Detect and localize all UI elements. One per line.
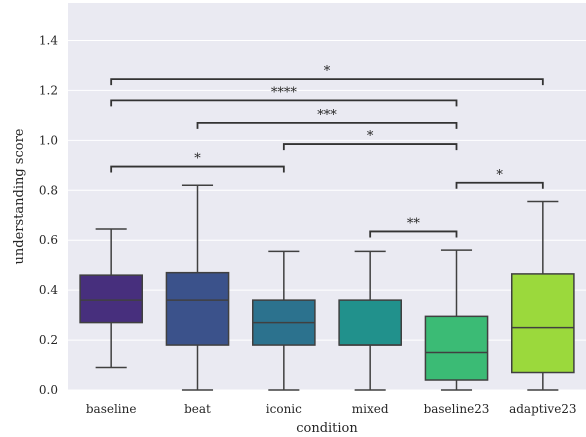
box-iqr <box>511 273 575 374</box>
x-tick-labels: baseline beat iconic mixed baseline23 adaptiv… <box>86 402 577 416</box>
significance-label: ** <box>407 216 421 231</box>
significance-bracket: *** <box>196 108 458 129</box>
x-tick-label: baseline <box>86 402 137 416</box>
bracket-line <box>196 121 458 129</box>
y-tick-label: 0.4 <box>39 283 58 297</box>
y-tick-label: 0.0 <box>39 383 58 397</box>
bracket-line <box>369 230 458 238</box>
significance-label: *** <box>317 108 337 123</box>
grid-lines <box>68 39 586 391</box>
y-axis-label: understanding score <box>12 128 27 264</box>
box-baseline <box>79 228 143 369</box>
box-iqr <box>79 274 143 324</box>
significance-bracket: * <box>110 64 544 86</box>
x-tick-label: beat <box>184 402 211 416</box>
plot-background <box>68 3 586 390</box>
significance-bracket: **** <box>110 85 458 107</box>
box-baseline23 <box>424 249 489 391</box>
significance-label: **** <box>271 85 298 100</box>
box-mixed <box>338 250 402 391</box>
y-tick-label: 1.2 <box>39 83 58 97</box>
bracket-line <box>110 99 458 107</box>
box-adaptive23 <box>511 200 575 391</box>
y-tick-label: 1.0 <box>39 133 58 147</box>
box-iqr <box>165 271 230 346</box>
y-tick-label: 0.6 <box>39 233 58 247</box>
significance-brackets: ************* <box>110 64 544 238</box>
x-tick-label: mixed <box>352 402 389 416</box>
y-tick-label: 0.8 <box>39 183 58 197</box>
x-axis-label: condition <box>296 421 358 436</box>
bracket-line <box>110 165 285 173</box>
x-tick-label: baseline23 <box>424 402 490 416</box>
bracket-line <box>282 143 458 151</box>
significance-bracket: * <box>282 129 458 151</box>
significance-label: * <box>367 129 374 144</box>
y-tick-labels: 0.0 0.2 0.4 0.6 0.8 1.0 1.2 1.4 <box>39 33 58 397</box>
y-tick-label: 1.4 <box>39 33 58 47</box>
box-iconic <box>252 250 316 391</box>
box-iqr <box>424 315 489 381</box>
box-beat <box>165 184 230 391</box>
x-tick-label: iconic <box>266 402 302 416</box>
significance-bracket: ** <box>369 216 458 238</box>
x-tick-label: adaptive23 <box>509 402 576 416</box>
bracket-line <box>110 78 544 86</box>
box-iqr <box>338 299 402 346</box>
significance-label: * <box>324 64 331 79</box>
significance-bracket: * <box>110 152 285 173</box>
significance-label: * <box>194 152 201 167</box>
y-tick-label: 0.2 <box>39 333 58 347</box>
boxes <box>79 184 575 391</box>
significance-bracket: * <box>455 168 544 189</box>
significance-label: * <box>496 168 503 183</box>
bracket-line <box>455 181 544 189</box>
